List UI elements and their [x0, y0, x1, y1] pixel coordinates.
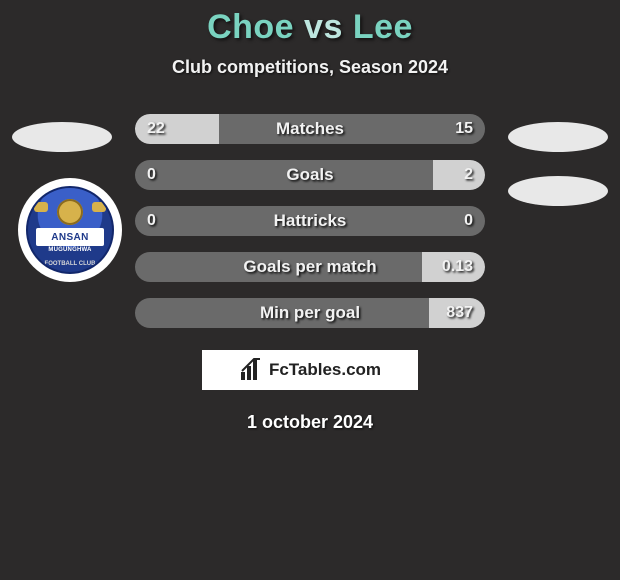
subtitle: Club competitions, Season 2024 — [0, 57, 620, 78]
club-logo-player2-icon — [508, 176, 608, 206]
club-logo-ball-icon — [57, 199, 83, 225]
stat-value-right: 837 — [446, 298, 473, 328]
brand-badge[interactable]: FcTables.com — [202, 350, 418, 390]
stats-list: 22Matches150Goals20Hattricks0Goals per m… — [135, 114, 485, 328]
stat-label: Goals per match — [135, 252, 485, 282]
title-vs: vs — [304, 8, 343, 46]
club-logo-player1: ANSAN MUGUNGHWA FOOTBALL CLUB — [18, 178, 122, 282]
title-player1: Choe — [207, 8, 294, 46]
club-logo-secondary-text: MUGUNGHWA — [28, 247, 112, 253]
stat-value-right: 15 — [455, 114, 473, 144]
stat-label: Matches — [135, 114, 485, 144]
club-logo-inner: ANSAN MUGUNGHWA FOOTBALL CLUB — [26, 186, 114, 274]
footer-date: 1 october 2024 — [0, 412, 620, 433]
page-title-wrap: Choe vs Lee Club competitions, Season 20… — [0, 0, 620, 78]
stat-row: 22Matches15 — [135, 114, 485, 144]
stat-label: Min per goal — [135, 298, 485, 328]
stat-value-right: 2 — [464, 160, 473, 190]
bar-chart-icon — [239, 358, 263, 382]
club-logo-tertiary-text: FOOTBALL CLUB — [28, 261, 112, 267]
stat-value-right: 0.13 — [442, 252, 473, 282]
stat-row: Goals per match0.13 — [135, 252, 485, 282]
stat-row: 0Hattricks0 — [135, 206, 485, 236]
brand-text: FcTables.com — [269, 360, 381, 380]
stat-row: Min per goal837 — [135, 298, 485, 328]
page-title: Choe vs Lee — [0, 8, 620, 47]
stat-label: Goals — [135, 160, 485, 190]
stat-label: Hattricks — [135, 206, 485, 236]
club-logo-primary-text: ANSAN — [36, 228, 104, 246]
avatar-player2-icon — [508, 122, 608, 152]
avatar-player1-icon — [12, 122, 112, 152]
stat-row: 0Goals2 — [135, 160, 485, 190]
title-player2: Lee — [353, 8, 413, 46]
stat-value-right: 0 — [464, 206, 473, 236]
